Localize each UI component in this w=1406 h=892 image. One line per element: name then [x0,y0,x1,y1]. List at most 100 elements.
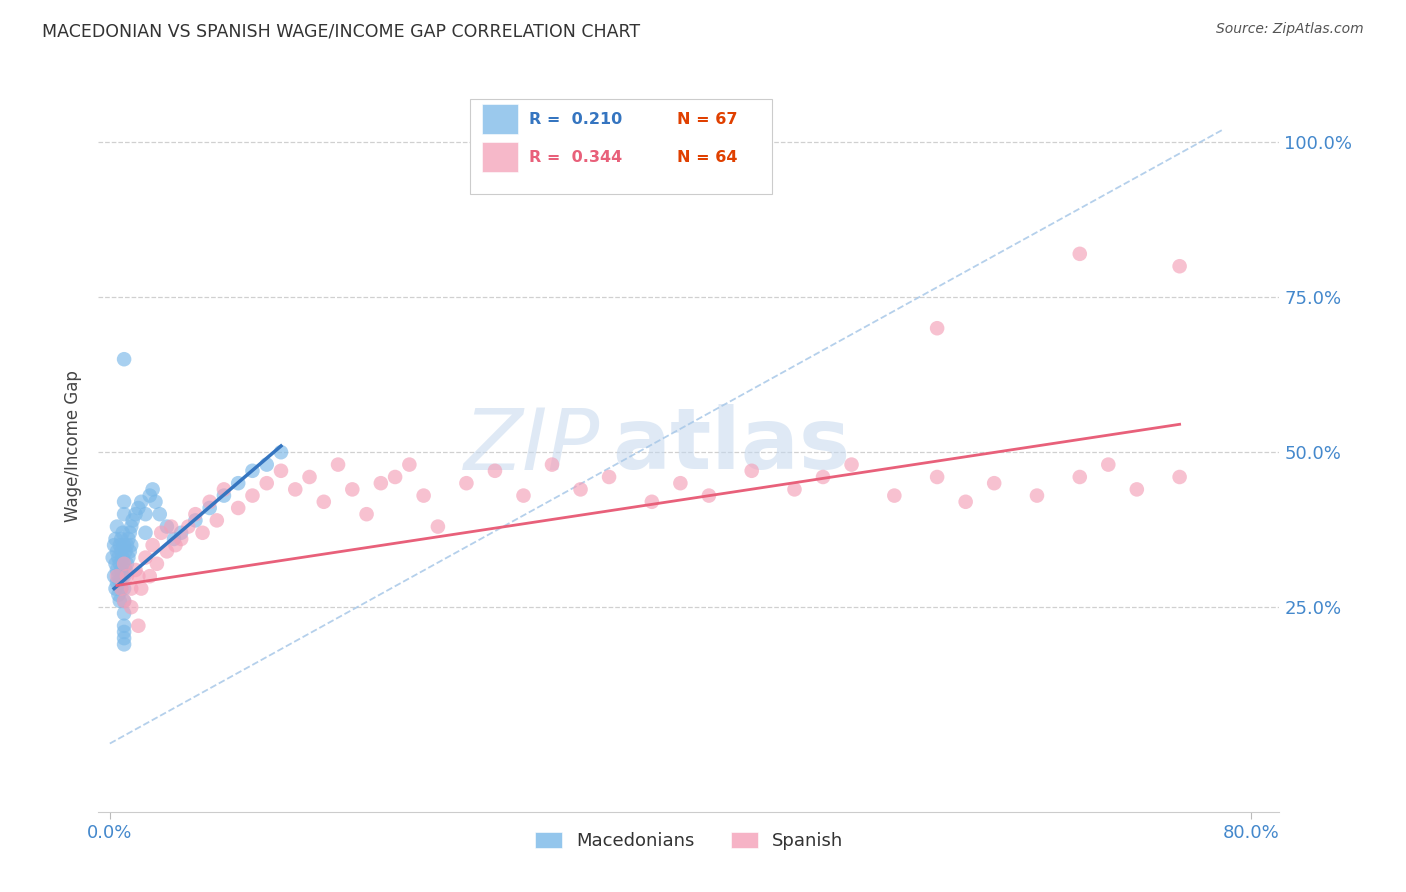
Point [104,532,127,546]
Point [110,582,132,596]
Text: Source: ZipAtlas.com: Source: ZipAtlas.com [1216,22,1364,37]
Point [741,464,763,478]
Text: N = 64: N = 64 [678,150,738,165]
Point [541,458,564,472]
Point [112,637,135,651]
Point [156,544,179,558]
Point [112,607,135,621]
Point [270,445,292,459]
Point [312,495,335,509]
Point [115,557,138,571]
Point [697,489,720,503]
Point [163,532,186,546]
FancyBboxPatch shape [482,103,517,135]
Point [512,489,534,503]
Point [426,519,449,533]
FancyBboxPatch shape [471,99,772,194]
Point [983,476,1005,491]
Point [156,519,179,533]
Point [955,495,977,509]
Point [145,495,167,509]
Point [107,569,129,583]
Point [120,519,142,533]
Point [165,538,187,552]
Point [110,532,132,546]
Point [112,594,135,608]
Point [170,525,193,540]
FancyBboxPatch shape [482,142,517,172]
Point [105,519,128,533]
Point [120,600,142,615]
Point [134,507,156,521]
Point [226,500,249,515]
Point [104,557,127,571]
Point [112,631,135,645]
Point [270,464,292,478]
Point [112,569,135,583]
Text: atlas: atlas [612,404,851,488]
Point [108,538,131,552]
Point [242,489,264,503]
Point [150,525,173,540]
Point [114,563,136,577]
Point [124,507,146,521]
Point [212,489,235,503]
Point [456,476,478,491]
Point [112,495,135,509]
Point [108,594,131,608]
Point [191,525,214,540]
Point [212,483,235,497]
Point [841,458,863,472]
Point [598,470,620,484]
Point [1168,470,1191,484]
Point [129,582,152,596]
Point [110,563,132,577]
Point [112,594,135,608]
Point [1168,259,1191,273]
Point [1126,483,1149,497]
Point [326,458,349,472]
Point [149,507,172,521]
Point [184,507,207,521]
Point [101,550,124,565]
Legend: Macedonians, Spanish: Macedonians, Spanish [527,825,851,857]
Point [298,470,321,484]
Point [105,544,128,558]
Point [112,624,135,639]
Point [127,569,149,583]
Point [110,544,132,558]
Point [124,563,146,577]
Point [110,582,132,596]
Point [118,525,141,540]
Point [142,538,165,552]
Point [883,489,905,503]
Point [1097,458,1119,472]
Point [120,538,142,552]
Point [1069,247,1091,261]
Point [669,476,692,491]
Point [927,321,949,335]
Point [107,550,129,565]
Y-axis label: Wage/Income Gap: Wage/Income Gap [65,370,83,522]
Point [184,513,207,527]
Point [105,563,128,577]
Point [1026,489,1049,503]
Point [118,544,141,558]
Text: ZIP: ZIP [464,404,600,488]
Point [1069,470,1091,484]
Point [226,476,249,491]
Point [139,489,162,503]
Point [127,500,149,515]
Point [108,557,131,571]
Point [115,538,138,552]
Point [134,525,156,540]
Point [484,464,506,478]
Point [160,519,183,533]
Point [103,569,125,583]
Point [127,619,149,633]
Point [112,538,135,552]
Point [170,532,193,546]
Point [205,513,228,527]
Point [134,550,156,565]
Point [115,569,138,583]
